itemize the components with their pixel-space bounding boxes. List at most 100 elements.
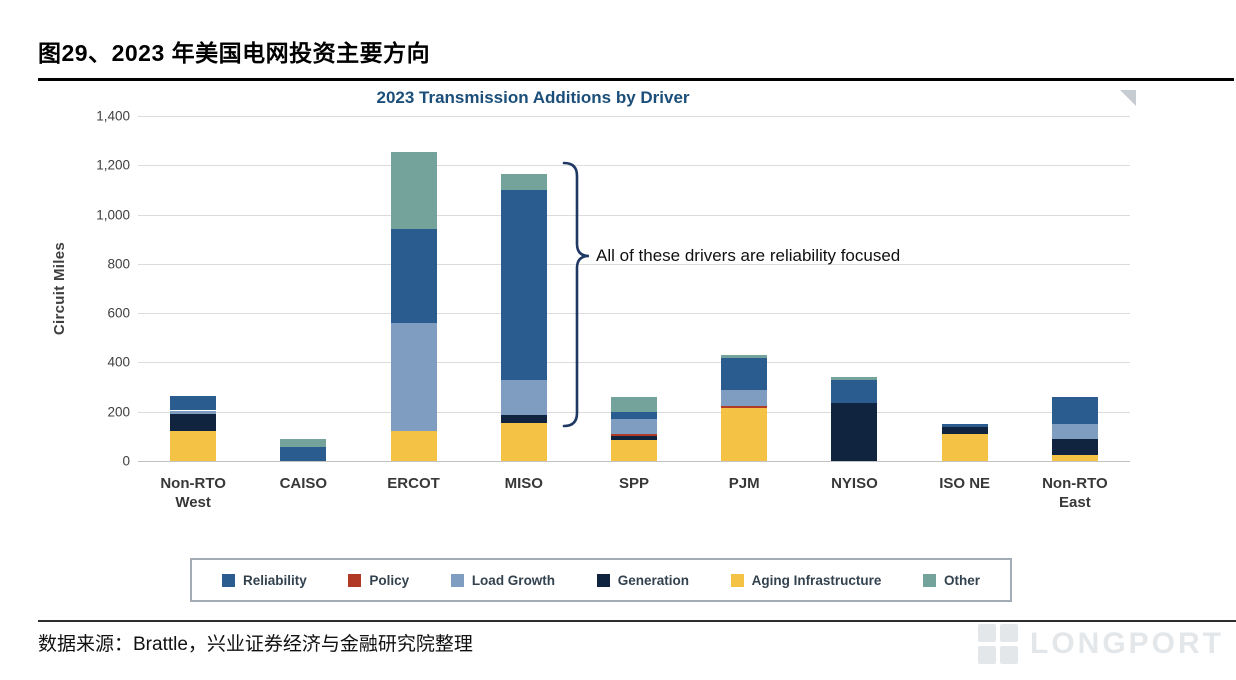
bar-segment-policy	[721, 405, 768, 409]
bar-segment-reliability	[170, 395, 217, 411]
y-tick-label: 0	[122, 453, 130, 469]
bar-segment-load-growth	[610, 419, 657, 434]
bar-segment-reliability	[610, 411, 657, 420]
y-tick-label: 1,200	[96, 157, 130, 173]
bar-pjm	[689, 116, 799, 461]
bar-segment-load-growth	[1051, 424, 1098, 439]
chart-legend: Reliability Policy Load Growth Generation Ag…	[190, 558, 1012, 602]
gridline-1,000	[138, 214, 1130, 216]
bar-segment-aging-infrastructure	[610, 440, 657, 461]
legend-label: Policy	[369, 572, 410, 588]
x-tick-label-caiso: CAISO	[248, 475, 358, 513]
bar-segment-generation	[941, 426, 988, 434]
bar-segment-aging-infrastructure	[721, 408, 768, 461]
bar-caiso	[248, 116, 358, 461]
x-tick-label-miso: MISO	[469, 475, 579, 513]
bar-segment-load-growth	[500, 379, 547, 416]
bar-segment-load-growth	[170, 410, 217, 415]
gridline-0	[138, 461, 1130, 462]
longport-logo-icon	[978, 624, 1018, 664]
gridline-800	[138, 263, 1130, 265]
legend-item-load-growth: Load Growth	[450, 572, 556, 588]
legend-item-aging-infrastructure: Aging Infrastructure	[730, 572, 882, 588]
x-tick-label-text: PJM	[728, 475, 760, 492]
gridline-1,200	[138, 165, 1130, 167]
annotation-bracket	[562, 161, 590, 428]
x-tick-label-ercot: ERCOT	[358, 475, 468, 513]
bar-non-rto-west	[138, 116, 248, 461]
bar-segment-reliability	[721, 357, 768, 390]
legend-item-generation: Generation	[596, 572, 689, 588]
x-tick-label-text: ERCOT	[387, 475, 440, 492]
bar-segment-other	[831, 377, 878, 380]
y-tick-label: 800	[107, 256, 130, 272]
bar-segment-generation	[170, 414, 217, 432]
legend-swatch-policy	[348, 573, 362, 587]
x-tick-label-text: Non-RTO West	[160, 475, 226, 511]
bar-segment-other	[280, 438, 327, 448]
y-tick-label: 600	[107, 305, 130, 321]
bar-segment-generation	[831, 403, 878, 461]
bar-segment-other	[390, 151, 437, 230]
bar-segment-load-growth	[721, 389, 768, 406]
bar-segment-other	[610, 396, 657, 412]
x-tick-label-non-rto-east: Non-RTO East	[1020, 475, 1130, 513]
longport-watermark-text: LONGPORT	[1030, 627, 1224, 660]
x-tick-label-text: NYISO	[831, 475, 878, 492]
bar-segment-reliability	[941, 424, 988, 427]
legend-label: Reliability	[243, 572, 307, 588]
x-tick-label-text: Non-RTO East	[1042, 475, 1108, 511]
bar-segment-policy	[610, 433, 657, 437]
bar-segment-reliability	[500, 189, 547, 380]
bar-segment-aging-infrastructure	[941, 433, 988, 461]
gridline-400	[138, 362, 1130, 364]
legend-item-policy: Policy	[348, 573, 409, 588]
legend-swatch-generation	[596, 573, 610, 587]
bar-spp	[579, 116, 689, 461]
y-tick-label: 1,400	[96, 108, 130, 124]
legend-label: Aging Infrastructure	[751, 572, 882, 588]
bar-segment-generation	[500, 415, 547, 423]
y-axis-label-wrap: Circuit Miles	[46, 116, 72, 461]
y-axis-label: Circuit Miles	[50, 241, 68, 336]
x-tick-label-spp: SPP	[579, 475, 689, 513]
footer-divider	[38, 620, 1236, 622]
y-tick-label: 1,000	[96, 207, 130, 223]
bar-non-rto-east	[1020, 116, 1130, 461]
legend-label: Load Growth	[471, 572, 556, 588]
x-tick-label-pjm: PJM	[689, 475, 799, 513]
x-tick-label-iso-ne: ISO NE	[910, 475, 1020, 513]
x-tick-label-nyiso: NYISO	[799, 475, 909, 513]
bar-nyiso	[799, 116, 909, 461]
legend-label: Generation	[617, 572, 689, 588]
longport-watermark: LONGPORT	[978, 624, 1224, 664]
bar-segment-generation	[1051, 438, 1098, 455]
bar-ercot	[358, 116, 468, 461]
legend-label: Other	[943, 572, 980, 588]
figure-title: 图29、2023 年美国电网投资主要方向	[38, 40, 431, 66]
x-tick-label-text: CAISO	[279, 475, 328, 492]
bar-segment-aging-infrastructure	[170, 431, 217, 461]
legend-swatch-reliability	[222, 573, 235, 587]
bar-segment-other	[721, 355, 768, 358]
x-tick-label-text: MISO	[504, 475, 543, 492]
legend-item-other: Other	[922, 572, 980, 588]
x-tick-label-text: ISO NE	[939, 475, 991, 492]
chart-title: 2023 Transmission Additions by Driver	[376, 88, 690, 107]
bar-segment-reliability	[831, 379, 878, 404]
y-axis-ticks: 0 200 400 600 800 1,000 1,200 1,400	[74, 109, 130, 469]
y-tick-label: 400	[107, 354, 130, 370]
scroll-arrow-icon[interactable]	[1120, 90, 1136, 106]
gridline-600	[138, 313, 1130, 315]
bar-segment-aging-infrastructure	[500, 422, 547, 461]
bar-segment-reliability	[390, 229, 437, 323]
figure-header: 图29、2023 年美国电网投资主要方向	[38, 34, 1234, 81]
bar-segment-reliability	[280, 447, 327, 461]
x-tick-label-text: SPP	[618, 475, 649, 492]
bar-segment-other	[500, 173, 547, 190]
legend-swatch-aging-infrastructure	[730, 573, 744, 587]
legend-item-reliability: Reliability	[222, 573, 307, 588]
gridline-1,400	[138, 116, 1130, 117]
x-axis-labels: Non-RTO West CAISO ERCOT MISO SPP PJM NYISO ISO…	[138, 475, 1130, 513]
